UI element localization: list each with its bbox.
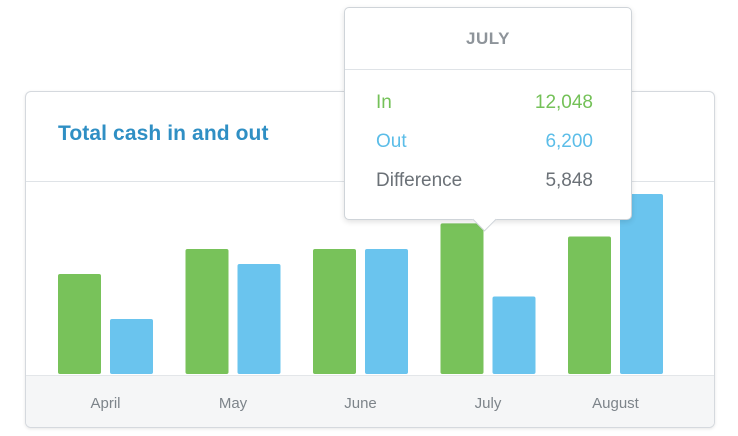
x-tick-label-july: July <box>475 395 502 412</box>
tooltip-row-in: In 12,048 <box>376 92 593 118</box>
x-tick-labels: April May June July August <box>90 395 639 412</box>
tooltip-difference-label: Difference <box>376 170 463 191</box>
bar-out-august[interactable] <box>620 194 663 374</box>
card-title: Total cash in and out <box>58 122 269 145</box>
x-tick-label-august: August <box>592 395 640 412</box>
bar-in-april[interactable] <box>58 274 101 374</box>
bars-group <box>58 194 663 374</box>
tooltip-in-label: In <box>376 92 392 113</box>
tooltip-in-value: 12,048 <box>534 92 593 113</box>
x-tick-label-may: May <box>219 395 248 412</box>
tooltip-row-out: Out 6,200 <box>376 131 593 157</box>
x-tick-label-april: April <box>90 395 120 412</box>
tooltip-out-value: 6,200 <box>545 131 593 152</box>
x-axis-band <box>26 375 714 427</box>
bar-in-june[interactable] <box>313 249 356 374</box>
bar-out-april[interactable] <box>110 319 153 374</box>
month-tooltip: JULY In 12,048 Out 6,200 Difference 5,84… <box>344 7 632 232</box>
tooltip-row-difference: Difference 5,848 <box>376 170 593 196</box>
bar-in-august[interactable] <box>568 236 611 375</box>
tooltip-difference-value: 5,848 <box>545 170 593 191</box>
bar-in-july[interactable] <box>440 223 484 374</box>
bar-out-july[interactable] <box>492 296 536 375</box>
bar-out-june[interactable] <box>365 249 408 374</box>
bar-out-may[interactable] <box>237 264 281 374</box>
tooltip-month: JULY <box>345 8 631 70</box>
bar-in-may[interactable] <box>185 249 229 374</box>
tooltip-out-label: Out <box>376 131 407 152</box>
x-tick-label-june: June <box>344 395 377 412</box>
